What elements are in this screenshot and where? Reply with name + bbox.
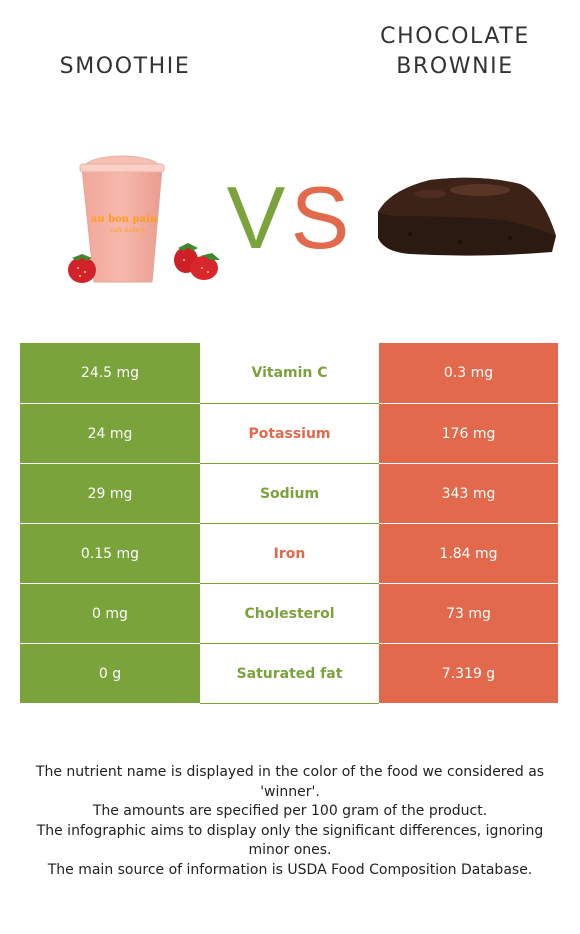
nutrient-name: Sodium [200,463,379,524]
table-row: 0 g Saturated fat 7.319 g [20,643,558,704]
nutrient-name: Saturated fat [200,643,379,704]
vs-letter-v: V [227,168,286,258]
left-value: 0 g [20,643,200,704]
table-row: 0 mg Cholesterol 73 mg [20,583,558,644]
strawberry-left [68,254,96,283]
cup-brand-text: au bon pain [91,214,158,225]
left-value: 24 mg [20,403,200,464]
comparison-table: 24.5 mg Vitamin C 0.3 mg 24 mg Potassium 176 … [20,343,558,704]
nutrient-name: Potassium [200,403,379,464]
left-value: 24.5 mg [20,343,200,404]
right-value: 0.3 mg [379,343,558,404]
cup-subtext: cafe bakery [110,227,146,234]
left-food-title: SMOOTHIE [59,54,191,79]
table-row: 24.5 mg Vitamin C 0.3 mg [20,343,558,404]
right-value: 73 mg [379,583,558,644]
table-row: 24 mg Potassium 176 mg [20,403,558,464]
nutrient-name: Cholesterol [200,583,379,644]
table-row: 29 mg Sodium 343 mg [20,463,558,524]
left-value: 0 mg [20,583,200,644]
footnotes: The nutrient name is displayed in the co… [20,763,560,880]
right-food-title: CHOCOLATE BROWNIE [350,22,560,82]
smoothie-image: au bon pain cafe bakery [68,155,220,283]
left-value: 29 mg [20,463,200,524]
left-value: 0.15 mg [20,523,200,584]
brownie-image [378,177,556,256]
table-row: 0.15 mg Iron 1.84 mg [20,523,558,584]
footnote-winner: The nutrient name is displayed in the co… [35,764,545,800]
right-value: 176 mg [379,403,558,464]
vs-label: V S [227,168,350,258]
nutrient-name: Vitamin C [200,343,379,404]
right-food-title-line1: CHOCOLATE [380,24,530,49]
right-value: 1.84 mg [379,523,558,584]
right-value: 7.319 g [379,643,558,704]
right-value: 343 mg [379,463,558,524]
footnote-differences: The infographic aims to display only the… [36,822,544,859]
right-food-title-line2: BROWNIE [396,54,514,79]
vs-letter-s: S [291,168,350,258]
footnote-source: The main source of information is USDA F… [47,861,533,878]
footnote-amounts: The amounts are specified per 100 gram o… [92,803,488,819]
strawberries-right [174,243,220,280]
nutrient-name: Iron [200,523,379,584]
